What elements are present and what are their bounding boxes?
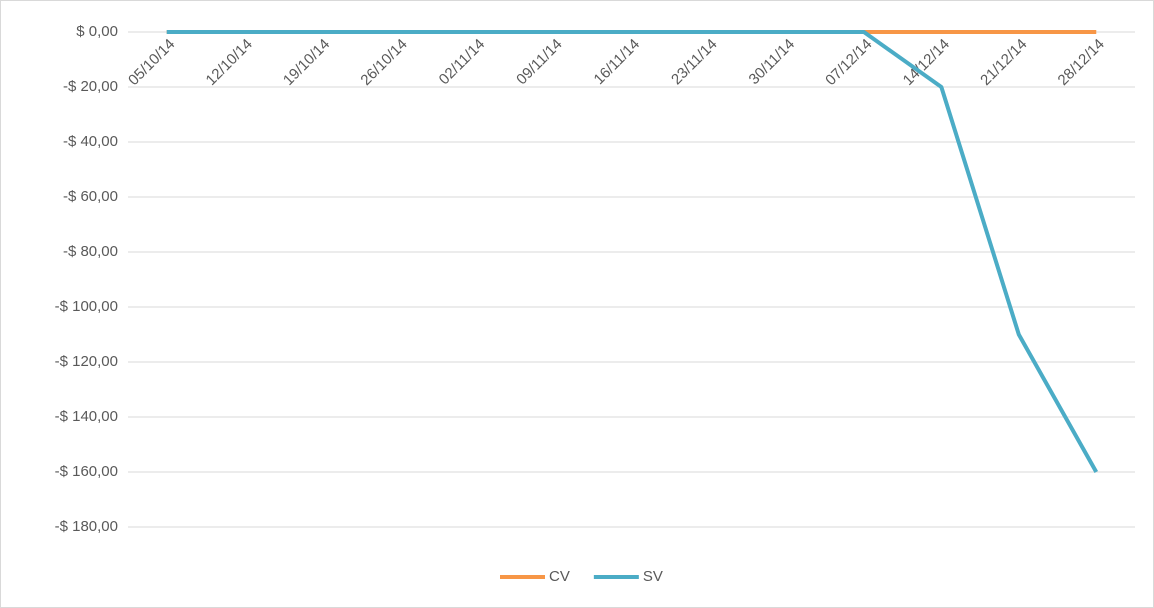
y-tick-label: -$ 40,00 — [63, 133, 118, 150]
y-tick-label: -$ 100,00 — [55, 298, 118, 315]
series-line — [166, 30, 1099, 473]
y-tick-label: -$ 60,00 — [63, 188, 118, 205]
y-tick-label: -$ 120,00 — [55, 353, 118, 370]
legend-label: SV — [643, 568, 663, 585]
y-tick-label: -$ 140,00 — [55, 408, 118, 425]
y-tick-label: -$ 180,00 — [55, 518, 118, 535]
legend-label: CV — [549, 568, 570, 585]
y-tick-label: -$ 20,00 — [63, 78, 118, 95]
y-tick-label: -$ 160,00 — [55, 463, 118, 480]
y-tick-label: $ 0,00 — [76, 23, 118, 40]
y-tick-label: -$ 80,00 — [63, 243, 118, 260]
